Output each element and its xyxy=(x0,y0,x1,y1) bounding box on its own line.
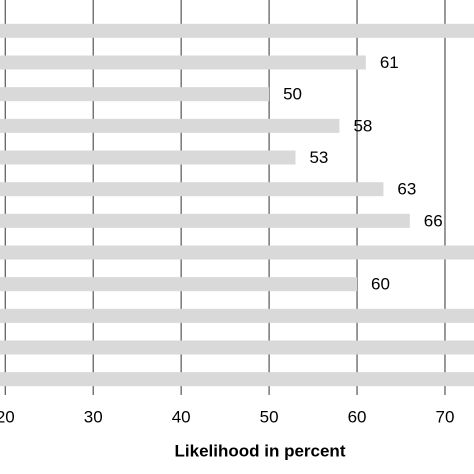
bar xyxy=(0,277,358,292)
x-tick-label: 30 xyxy=(84,407,103,426)
x-tick-label: 40 xyxy=(172,407,191,426)
x-tick-label: 70 xyxy=(436,407,455,426)
bar xyxy=(0,308,474,323)
x-tick-label: 50 xyxy=(260,407,279,426)
data-label: 53 xyxy=(309,148,328,167)
bar xyxy=(0,182,384,197)
bar xyxy=(0,245,474,260)
data-label: 58 xyxy=(353,116,372,135)
x-axis-label: Likelihood in percent xyxy=(175,441,346,460)
data-label: 63 xyxy=(397,180,416,199)
bar xyxy=(0,118,340,133)
bar xyxy=(0,213,410,228)
data-label: 66 xyxy=(424,211,443,230)
bar xyxy=(0,23,474,38)
bar xyxy=(0,340,474,355)
bar xyxy=(0,150,296,165)
bar xyxy=(0,55,366,70)
bar xyxy=(0,372,474,387)
bar xyxy=(0,87,270,102)
data-label: 50 xyxy=(283,85,302,104)
data-label: 60 xyxy=(371,275,390,294)
x-tick-label: 60 xyxy=(348,407,367,426)
data-label: 61 xyxy=(380,53,399,72)
x-tick-label: 20 xyxy=(0,407,15,426)
